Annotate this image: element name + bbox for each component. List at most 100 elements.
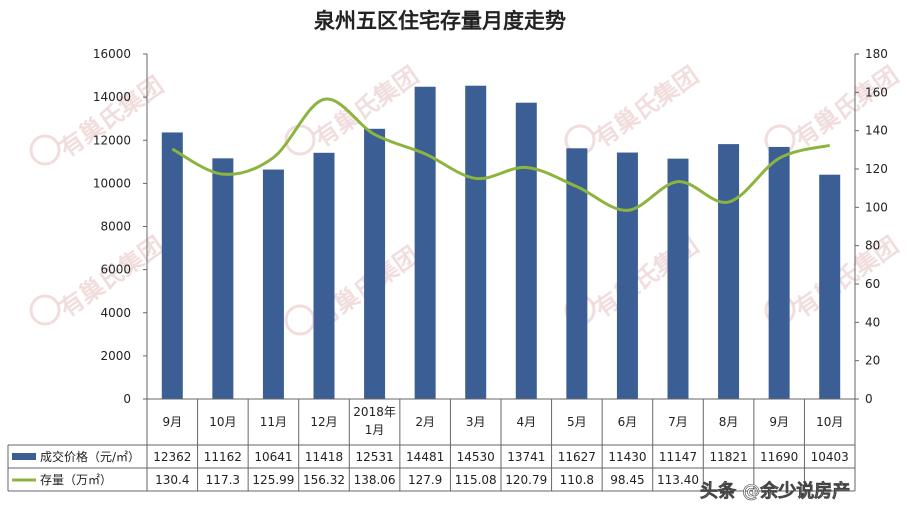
line-value-cell: 115.08 — [455, 473, 497, 487]
bar — [616, 152, 638, 399]
bar — [566, 148, 588, 399]
bar-value-cell: 14481 — [406, 450, 444, 464]
bar-value-cell: 11690 — [760, 450, 798, 464]
line-value-cell: 156.32 — [303, 473, 345, 487]
credit-watermark: 头条 @余少说房产 — [700, 480, 850, 502]
bar — [465, 85, 487, 400]
category-label: 7月 — [668, 415, 688, 429]
category-label-line: 1月 — [365, 423, 385, 437]
category-label-line: 9月 — [769, 415, 789, 429]
category-label-line: 2月 — [415, 415, 435, 429]
bar — [364, 128, 386, 400]
category-label-line: 7月 — [668, 415, 688, 429]
bar-value-cell: 11162 — [204, 450, 242, 464]
data-table: 9月 10月 11月 12月 2018年 1月 2月 3月 4月 5月 6月 7月 8月 9月 10月成交价… — [7, 398, 856, 492]
left-tick-label: 14000 — [93, 90, 131, 104]
bar — [768, 146, 790, 399]
bar — [313, 152, 335, 399]
right-tick-label: 40 — [865, 315, 880, 329]
bar-value-cell: 14530 — [457, 450, 495, 464]
left-tick-label: 4000 — [100, 306, 131, 320]
right-tick-label: 160 — [865, 85, 888, 99]
line-value-cell: 127.9 — [408, 473, 442, 487]
category-label: 10月 — [209, 415, 236, 429]
line-series — [171, 97, 831, 212]
brand-logo-icon — [29, 134, 61, 166]
category-label-line: 3月 — [466, 415, 486, 429]
category-label: 11月 — [260, 415, 287, 429]
line-value-cell: 98.45 — [610, 473, 644, 487]
brand-watermark: 有巢氏集团 — [589, 61, 703, 153]
right-tick-label: 80 — [865, 239, 880, 253]
bar — [212, 158, 234, 399]
category-label: 4月 — [516, 415, 536, 429]
left-tick-label: 0 — [123, 392, 131, 406]
category-label: 9月 — [162, 415, 182, 429]
category-label-line: 10月 — [209, 415, 236, 429]
bar-value-cell: 10641 — [254, 450, 292, 464]
bar — [667, 158, 689, 399]
line-value-cell: 113.40 — [657, 473, 699, 487]
chart-title: 泉州五区住宅存量月度走势 — [314, 9, 566, 33]
category-label: 5月 — [567, 415, 587, 429]
category-label: 6月 — [618, 415, 638, 429]
category-label: 9月 — [769, 415, 789, 429]
left-tick-label: 16000 — [93, 47, 131, 61]
bar-value-cell: 11821 — [709, 450, 747, 464]
bar-value-cell: 11430 — [608, 450, 646, 464]
bar — [414, 86, 436, 399]
category-label: 2018年 1月 — [353, 405, 396, 437]
category-label-line: 6月 — [618, 415, 638, 429]
bar — [161, 132, 183, 399]
category-label: 10月 — [816, 415, 843, 429]
bar-series — [161, 85, 841, 400]
bar-value-cell: 11147 — [659, 450, 697, 464]
bar-value-cell: 10403 — [811, 450, 849, 464]
right-tick-label: 0 — [865, 392, 873, 406]
left-tick-label: 8000 — [100, 220, 131, 234]
category-label-line: 8月 — [719, 415, 739, 429]
category-label-line: 11月 — [260, 415, 287, 429]
line-value-cell: 125.99 — [252, 473, 294, 487]
line-legend-label: 存量（万㎡） — [40, 473, 112, 487]
bar-value-cell: 12362 — [153, 450, 191, 464]
line-value-cell: 130.4 — [155, 473, 189, 487]
category-label: 12月 — [310, 415, 337, 429]
bar — [819, 174, 841, 399]
category-label-line: 5月 — [567, 415, 587, 429]
bar-value-cell: 11418 — [305, 450, 343, 464]
right-tick-label: 20 — [865, 354, 880, 368]
category-label-line: 9月 — [162, 415, 182, 429]
brand-watermark: 有巢氏集团 — [54, 71, 168, 163]
bar-legend-key — [12, 453, 36, 460]
left-tick-label: 10000 — [93, 176, 131, 190]
category-label-line: 4月 — [516, 415, 536, 429]
brand-watermark: 有巢氏集团 — [789, 231, 903, 323]
category-label: 3月 — [466, 415, 486, 429]
bar — [718, 144, 740, 399]
bar-value-cell: 12531 — [355, 450, 393, 464]
left-tick-label: 6000 — [100, 263, 131, 277]
bar — [515, 102, 537, 399]
line-value-cell: 117.3 — [206, 473, 240, 487]
right-tick-label: 60 — [865, 277, 880, 291]
brand-logo-icon — [29, 294, 61, 326]
bar-value-cell: 13741 — [507, 450, 545, 464]
series-line — [171, 97, 831, 212]
bar — [262, 169, 284, 399]
left-tick-label: 12000 — [93, 133, 131, 147]
category-label-line: 2018年 — [353, 405, 396, 419]
category-label-line: 10月 — [816, 415, 843, 429]
category-label-line: 12月 — [310, 415, 337, 429]
right-tick-label: 100 — [865, 200, 888, 214]
right-tick-label: 140 — [865, 124, 888, 138]
right-tick-label: 120 — [865, 162, 888, 176]
right-tick-label: 180 — [865, 47, 888, 61]
line-value-cell: 120.79 — [505, 473, 547, 487]
category-label: 8月 — [719, 415, 739, 429]
bar-value-cell: 11627 — [558, 450, 596, 464]
axes: 0 2000 4000 6000 8000 10000 12000 14000 16000 0 20… — [93, 47, 888, 406]
line-value-cell: 138.06 — [354, 473, 396, 487]
bar-legend-label: 成交价格（元/㎡） — [40, 449, 140, 464]
